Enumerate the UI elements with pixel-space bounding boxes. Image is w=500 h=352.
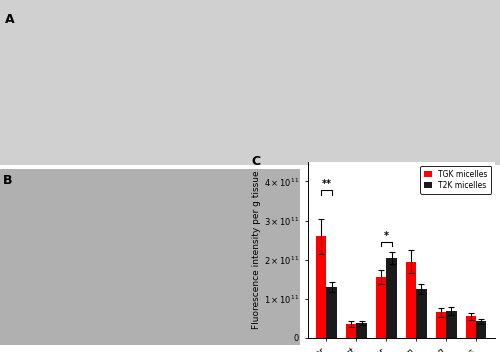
Bar bbox=[326, 287, 337, 338]
Bar bbox=[416, 289, 426, 338]
Text: A: A bbox=[5, 13, 15, 26]
Text: **: ** bbox=[322, 179, 332, 189]
Bar bbox=[406, 262, 416, 338]
Bar bbox=[356, 323, 367, 338]
Y-axis label: Fluorescence intensity per g tissue: Fluorescence intensity per g tissue bbox=[252, 171, 261, 329]
Bar bbox=[376, 277, 386, 338]
Bar bbox=[476, 321, 486, 338]
Bar bbox=[436, 313, 446, 338]
Bar bbox=[386, 258, 397, 338]
Legend: TGK micelles, T2K micelles: TGK micelles, T2K micelles bbox=[420, 166, 491, 194]
Text: C: C bbox=[252, 155, 260, 168]
Bar bbox=[446, 311, 456, 338]
Text: B: B bbox=[3, 174, 13, 187]
Text: *: * bbox=[384, 231, 389, 241]
Bar bbox=[316, 236, 326, 338]
Bar bbox=[466, 316, 476, 338]
Bar bbox=[346, 324, 356, 338]
